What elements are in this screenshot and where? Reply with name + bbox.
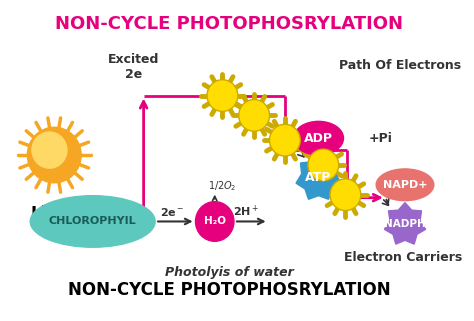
- Text: Excited
2e: Excited 2e: [109, 53, 160, 81]
- Circle shape: [239, 100, 270, 131]
- Ellipse shape: [293, 121, 344, 155]
- Text: +Pi: +Pi: [368, 132, 392, 145]
- Text: Photolyis of water: Photolyis of water: [165, 266, 293, 279]
- Circle shape: [27, 127, 81, 183]
- Text: Path Of Electrons: Path Of Electrons: [339, 59, 461, 72]
- Text: 2e$^-$: 2e$^-$: [160, 205, 185, 218]
- Text: H₂O: H₂O: [204, 216, 226, 227]
- Circle shape: [308, 149, 339, 181]
- Text: CHLOROPHYIL: CHLOROPHYIL: [49, 216, 137, 227]
- Circle shape: [207, 80, 238, 111]
- Text: NON-CYCLE PHOTOPHOSRYLATION: NON-CYCLE PHOTOPHOSRYLATION: [68, 281, 391, 299]
- Circle shape: [330, 179, 361, 211]
- Text: Light: Light: [30, 204, 78, 223]
- Ellipse shape: [30, 196, 155, 247]
- Text: NON-CYCLE PHOTOPHOSRYLATION: NON-CYCLE PHOTOPHOSRYLATION: [55, 15, 403, 33]
- Text: ADP: ADP: [304, 132, 333, 145]
- Polygon shape: [296, 154, 341, 199]
- Text: Electron Carriers: Electron Carriers: [344, 251, 462, 264]
- Text: ATP: ATP: [305, 171, 332, 184]
- Ellipse shape: [376, 169, 434, 201]
- Text: $1/2O_2$: $1/2O_2$: [208, 179, 237, 193]
- Text: 2H$^+$: 2H$^+$: [233, 204, 260, 219]
- Circle shape: [195, 202, 234, 241]
- Polygon shape: [384, 203, 426, 244]
- Text: NADPH: NADPH: [384, 220, 426, 230]
- Circle shape: [32, 132, 67, 168]
- Circle shape: [270, 124, 300, 156]
- Text: NAPD+: NAPD+: [383, 180, 427, 190]
